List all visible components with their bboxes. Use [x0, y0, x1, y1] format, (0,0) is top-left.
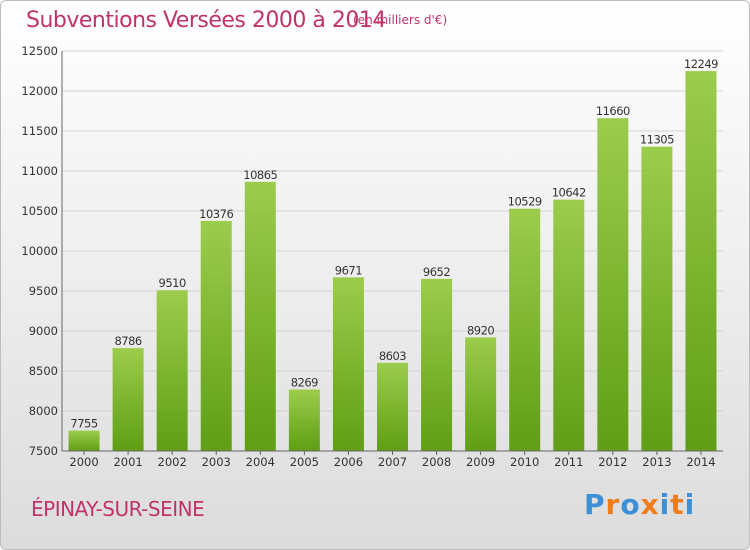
- bar-2001[interactable]: [112, 348, 144, 451]
- bar-2005[interactable]: [288, 389, 320, 451]
- bar-2002[interactable]: [156, 290, 188, 451]
- bar-value-label: 8786: [114, 334, 141, 348]
- x-tick-label: 2010: [510, 455, 539, 469]
- x-tick-label: 2006: [334, 455, 363, 469]
- logo-letter: i: [684, 488, 696, 521]
- bar-value-label: 8920: [467, 323, 494, 337]
- bar-value-label: 11305: [640, 133, 674, 147]
- logo-letter: r: [605, 488, 621, 521]
- x-tick-label: 2013: [642, 455, 671, 469]
- bar-2006[interactable]: [332, 277, 364, 451]
- bar-value-label: 8603: [379, 349, 406, 363]
- bar-value-label: 10865: [243, 168, 277, 182]
- logo-letter: o: [620, 488, 641, 521]
- logo-letter: i: [659, 488, 671, 521]
- bar-2004[interactable]: [244, 181, 276, 452]
- y-tick-label: 9000: [29, 324, 58, 338]
- logo-letter: x: [640, 488, 660, 521]
- x-tick-label: 2007: [378, 455, 407, 469]
- bar-value-label: 9652: [423, 265, 450, 279]
- x-tick-label: 2014: [686, 455, 715, 469]
- y-tick-label: 12500: [21, 44, 58, 58]
- y-tick-label: 8500: [29, 364, 58, 378]
- bar-2000[interactable]: [68, 430, 100, 451]
- y-tick-label: 7500: [29, 444, 58, 458]
- logo-letter: P: [584, 488, 606, 521]
- bar-2013[interactable]: [641, 146, 673, 451]
- chart-subtitle: (en milliers d'€): [353, 13, 448, 27]
- logo-letter: t: [670, 488, 685, 521]
- bar-value-label: 12249: [684, 57, 718, 71]
- proxiti-logo[interactable]: Proxiti: [584, 488, 695, 521]
- bar-value-label: 10642: [552, 186, 586, 200]
- bar-value-label: 7755: [70, 417, 97, 431]
- bars: 7755 8786 9510 10376 10865 8269 9671 8603 9652 89…: [68, 57, 719, 452]
- y-tick-label: 11500: [21, 124, 58, 138]
- bar-2008[interactable]: [421, 278, 453, 451]
- city-name: ÉPINAY-SUR-SEINE: [31, 497, 205, 521]
- x-tick-label: 2003: [202, 455, 231, 469]
- x-tick-label: 2011: [554, 455, 583, 469]
- x-tick-label: 2012: [598, 455, 627, 469]
- x-tick-label: 2005: [290, 455, 319, 469]
- x-tick-label: 2000: [69, 455, 98, 469]
- axes: 7500 8000 8500 9000 9500 10000 10500 11000 11500…: [21, 44, 723, 469]
- bar-2014[interactable]: [685, 71, 717, 451]
- y-tick-label: 11000: [21, 164, 58, 178]
- x-tick-label: 2009: [466, 455, 495, 469]
- bar-2003[interactable]: [200, 220, 232, 451]
- x-tick-label: 2004: [246, 455, 275, 469]
- y-tick-label: 10000: [21, 244, 58, 258]
- bar-value-label: 9671: [335, 263, 362, 277]
- y-tick-label: 10500: [21, 204, 58, 218]
- bar-2010[interactable]: [509, 208, 541, 451]
- chart-title: Subventions Versées 2000 à 2014: [26, 8, 386, 33]
- bar-value-label: 11660: [596, 104, 630, 118]
- bar-2012[interactable]: [597, 118, 629, 451]
- bar-value-label: 10376: [199, 207, 233, 221]
- bar-value-label: 8269: [291, 375, 318, 389]
- bar-2011[interactable]: [553, 199, 585, 451]
- x-tick-label: 2001: [113, 455, 142, 469]
- bar-value-label: 9510: [159, 276, 186, 290]
- y-tick-label: 8000: [29, 404, 58, 418]
- x-tick-label: 2008: [422, 455, 451, 469]
- y-tick-label: 12000: [21, 84, 58, 98]
- x-tick-label: 2002: [158, 455, 187, 469]
- y-tick-label: 9500: [29, 284, 58, 298]
- bar-2009[interactable]: [465, 337, 497, 451]
- bar-2007[interactable]: [377, 362, 408, 451]
- bar-value-label: 10529: [508, 195, 542, 209]
